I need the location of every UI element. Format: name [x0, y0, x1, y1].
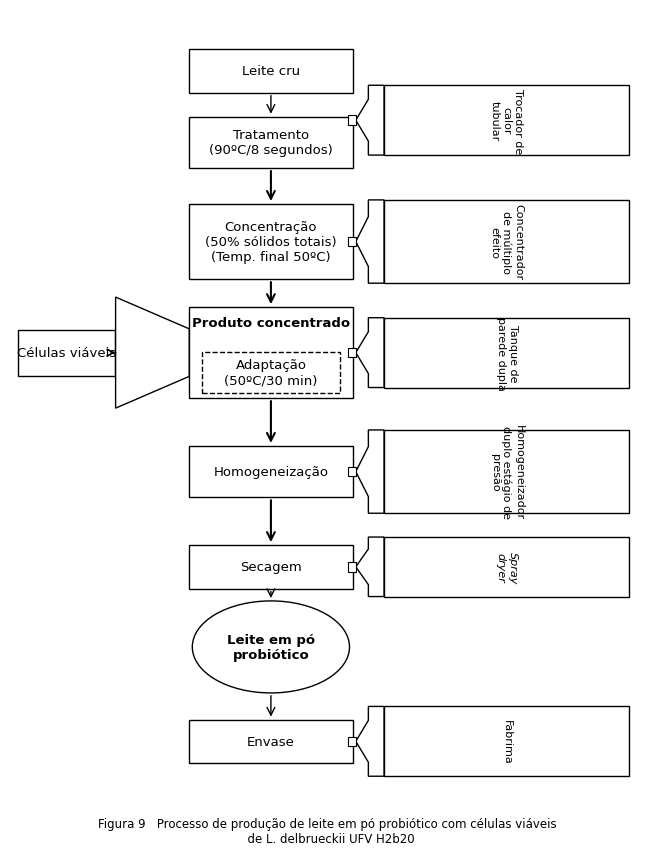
Polygon shape — [356, 319, 384, 388]
Text: Adaptação
(50ºC/30 min): Adaptação (50ºC/30 min) — [224, 359, 318, 387]
Bar — [384, 201, 629, 284]
Bar — [348, 238, 356, 247]
Bar — [348, 562, 356, 572]
Polygon shape — [356, 706, 384, 776]
Text: Homogeneização: Homogeneização — [214, 465, 328, 479]
Bar — [348, 737, 356, 746]
Text: Trocador de
calor
tubular: Trocador de calor tubular — [490, 89, 523, 153]
Bar — [202, 353, 340, 394]
Bar — [189, 50, 352, 94]
Bar — [384, 706, 629, 776]
Bar — [189, 204, 352, 280]
Bar — [384, 319, 629, 388]
Text: Homogeneizador
duplo estágio de
presão: Homogeneizador duplo estágio de presão — [490, 424, 523, 520]
Bar — [189, 308, 352, 399]
Bar — [348, 467, 356, 477]
Polygon shape — [356, 430, 384, 514]
Text: Envase: Envase — [247, 735, 295, 748]
Ellipse shape — [193, 602, 350, 694]
Bar — [384, 538, 629, 597]
Polygon shape — [115, 297, 189, 409]
Polygon shape — [356, 538, 384, 597]
Text: Figura 9   Processo de produção de leite em pó probiótico com células viáveis
  : Figura 9 Processo de produção de leite e… — [98, 817, 557, 845]
Text: Leite em pó
probiótico: Leite em pó probiótico — [227, 633, 315, 661]
Bar — [18, 331, 115, 377]
Text: Tratamento
(90ºC/8 segundos): Tratamento (90ºC/8 segundos) — [209, 130, 333, 158]
Text: Produto concentrado: Produto concentrado — [192, 317, 350, 330]
Text: Células viáveis: Células viáveis — [17, 347, 116, 360]
Text: Concentração
(50% sólidos totais)
(Temp. final 50ºC): Concentração (50% sólidos totais) (Temp.… — [205, 221, 337, 264]
Bar — [189, 545, 352, 589]
Text: Spray
dryer: Spray dryer — [496, 551, 517, 584]
Text: Leite cru: Leite cru — [242, 66, 300, 78]
Bar — [189, 720, 352, 763]
Bar — [384, 430, 629, 514]
Polygon shape — [356, 201, 384, 284]
Text: Fabrima: Fabrima — [502, 719, 512, 763]
Text: Concentrador
de múltiplo
efeito: Concentrador de múltiplo efeito — [490, 204, 523, 280]
Bar — [189, 446, 352, 498]
Text: Tanque de
parede dupla: Tanque de parede dupla — [496, 316, 517, 390]
Bar — [348, 116, 356, 126]
Text: Secagem: Secagem — [240, 561, 302, 573]
Bar — [384, 86, 629, 156]
Bar — [348, 348, 356, 358]
Polygon shape — [356, 86, 384, 156]
Bar — [189, 118, 352, 169]
